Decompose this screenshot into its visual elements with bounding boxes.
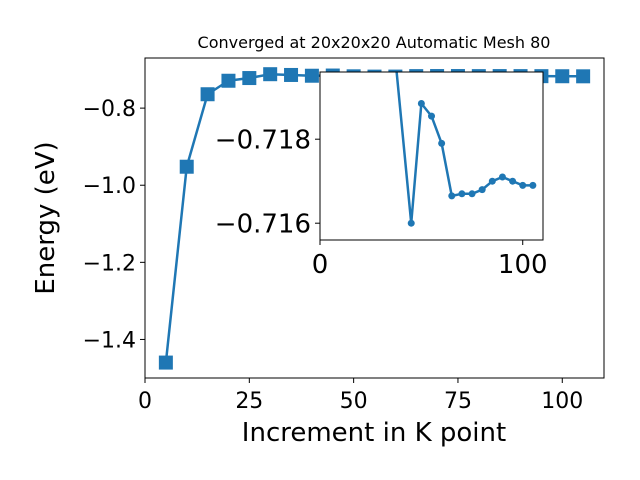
inset-axis-ticks: 0 100 −0.718 −0.716 — [215, 126, 548, 280]
main-y-tick-label-3: −0.8 — [83, 97, 136, 122]
main-data-point-0 — [158, 355, 173, 370]
inset-data-point-3 — [428, 112, 435, 120]
inset-data-point-4 — [438, 139, 446, 147]
main-y-tick-label-1: −1.2 — [83, 251, 136, 276]
x-axis-label: Increment in K point — [242, 418, 506, 448]
inset-y-tick-label-0: −0.718 — [215, 126, 311, 156]
main-data-point-6 — [284, 67, 299, 82]
main-axis-ticks: 0 25 50 75 100 −1.4 −1.2 −1.0 −0.8 — [83, 97, 584, 414]
main-x-tick-label-4: 100 — [541, 389, 583, 414]
inset-x-tick-label-1: 100 — [498, 250, 548, 280]
inset-data-point-10 — [498, 173, 506, 181]
inset-data-point-11 — [509, 177, 517, 185]
inset-data-point-0 — [387, 10, 394, 17]
inset-data-point-5 — [448, 192, 456, 200]
main-data-point-19 — [555, 69, 570, 84]
inset-plot-frame — [319, 71, 544, 241]
inset-data-point-12 — [519, 181, 527, 189]
inset-data-point-13 — [529, 181, 537, 189]
inset-series — [387, 10, 537, 227]
main-x-tick-label-0: 0 — [138, 389, 152, 414]
y-axis-label: Energy (eV) — [31, 141, 61, 294]
inset-data-point-9 — [488, 177, 496, 185]
main-data-point-20 — [576, 69, 591, 84]
inset-background — [320, 72, 543, 240]
main-data-point-1 — [179, 159, 194, 174]
inset-data-point-2 — [417, 100, 425, 107]
inset-y-tick-label-1: −0.716 — [215, 210, 311, 240]
main-x-tick-label-2: 50 — [340, 389, 368, 414]
inset-data-point-1 — [407, 219, 415, 227]
inset-data-point-6 — [458, 190, 466, 198]
main-y-tick-label-0: −1.4 — [83, 328, 136, 353]
inset-data-point-8 — [478, 186, 486, 194]
main-y-tick-label-2: −1.0 — [83, 174, 136, 199]
inset-x-tick-label-0: 0 — [312, 250, 329, 280]
main-x-tick-label-3: 75 — [444, 389, 472, 414]
main-data-point-2 — [200, 87, 215, 102]
main-x-tick-label-1: 25 — [235, 389, 263, 414]
inset-data-point-7 — [468, 190, 476, 198]
main-data-point-5 — [263, 67, 278, 82]
main-plot-frame — [144, 57, 605, 379]
main-data-point-3 — [221, 73, 236, 88]
chart-title: Converged at 20x20x20 Automatic Mesh 80 — [198, 33, 551, 52]
main-data-point-4 — [242, 71, 257, 86]
main-data-point-7 — [304, 68, 319, 83]
